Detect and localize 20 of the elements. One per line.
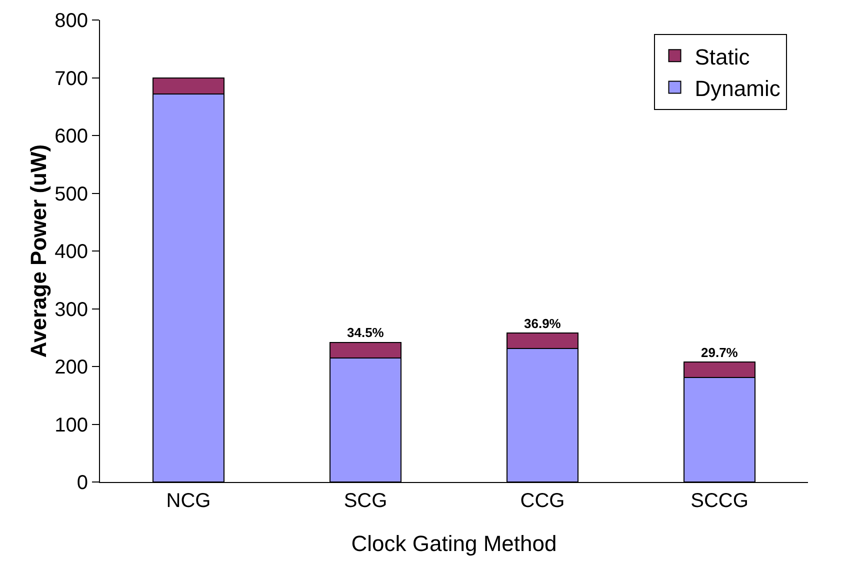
y-tick-label: 300 bbox=[54, 298, 88, 321]
y-axis-title: Average Power (uW) bbox=[26, 144, 51, 358]
x-tick-label: SCCG bbox=[690, 490, 748, 512]
y-tick-label: 0 bbox=[76, 472, 88, 494]
y-tick-label: 400 bbox=[54, 241, 88, 263]
y-tick-label: 500 bbox=[54, 183, 88, 206]
x-axis-title: Clock Gating Method bbox=[351, 530, 557, 556]
y-tick-label: 600 bbox=[54, 126, 88, 148]
annotation: 36.9% bbox=[524, 316, 562, 331]
y-tick-label: 100 bbox=[54, 414, 88, 436]
legend-label: Dynamic bbox=[694, 76, 780, 101]
annotation: 34.5% bbox=[347, 325, 384, 340]
x-tick-label: CCG bbox=[520, 490, 565, 512]
y-tick-label: 800 bbox=[54, 10, 88, 32]
x-tick-label: SCG bbox=[344, 490, 388, 512]
x-tick-label: NCG bbox=[166, 490, 211, 512]
y-tick-label: 700 bbox=[54, 68, 88, 90]
annotation: 29.7% bbox=[701, 345, 738, 360]
y-tick-label: 200 bbox=[54, 356, 88, 378]
legend-label: Static bbox=[694, 44, 750, 70]
